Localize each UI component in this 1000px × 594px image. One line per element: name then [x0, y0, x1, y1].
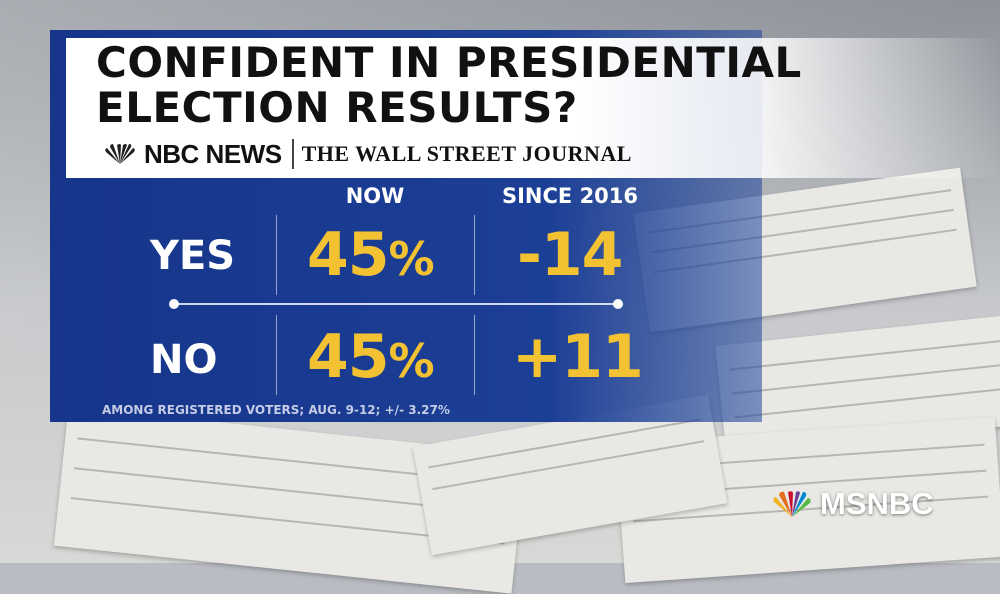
footnote: AMONG REGISTERED VOTERS; AUG. 9-12; +/- …: [102, 403, 450, 417]
msnbc-peacock-icon: [773, 491, 811, 517]
title-box: [66, 38, 1000, 178]
msnbc-logo: MSNBC: [770, 486, 934, 522]
yes-change-value: -14: [517, 220, 623, 290]
nbc-news-label: NBC NEWS: [144, 138, 282, 169]
source-divider: [291, 139, 294, 169]
wsj-label: THE WALL STREET JOURNAL: [301, 141, 632, 166]
column-divider: [276, 315, 277, 395]
no-change-value: +11: [512, 322, 644, 392]
column-divider: [474, 315, 475, 395]
column-header-since-2016: SINCE 2016: [501, 184, 639, 208]
column-divider: [276, 215, 277, 295]
nbc-news-logo: NBC NEWS: [102, 139, 282, 170]
page-title: CONFIDENT IN PRESIDENTIAL ELECTION RESUL…: [96, 38, 802, 132]
row-label-yes: YES: [150, 233, 236, 279]
msnbc-label: MSNBC: [820, 486, 934, 521]
row-divider-dot: [169, 299, 179, 309]
no-now-value: 45%: [307, 322, 435, 392]
row-divider-dot: [613, 299, 623, 309]
yes-now-value: 45%: [307, 220, 435, 290]
nbc-peacock-icon: [105, 144, 135, 164]
row-label-no: NO: [150, 337, 218, 383]
column-divider: [474, 215, 475, 295]
source-logos: NBC NEWS THE WALL STREET JOURNAL: [102, 134, 632, 174]
column-header-now: NOW: [345, 184, 405, 208]
row-divider: [174, 303, 618, 305]
